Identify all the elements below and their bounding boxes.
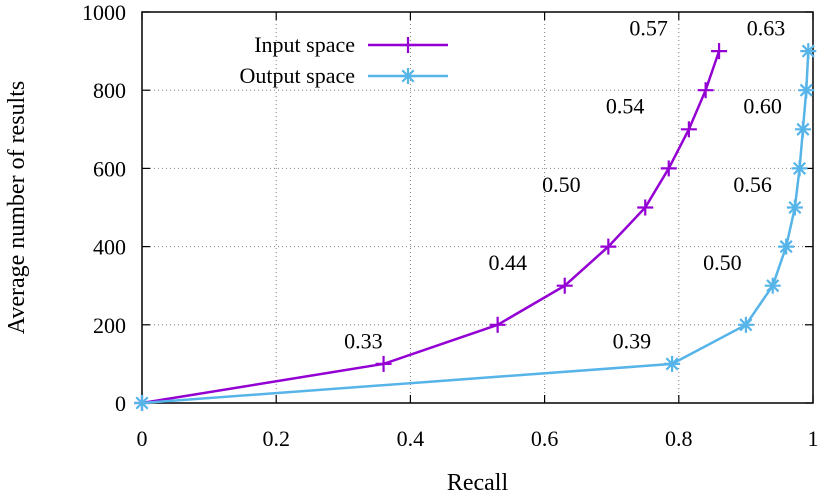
asterisk-marker <box>800 43 817 60</box>
plus-marker <box>600 238 617 255</box>
asterisk-marker <box>134 395 150 411</box>
recall-annotation: 0.63 <box>747 15 786 40</box>
recall-annotation: 0.39 <box>613 328 652 353</box>
y-tick-label: 200 <box>93 313 126 338</box>
plus-marker <box>375 355 392 372</box>
asterisk-marker <box>778 238 795 255</box>
x-tick-label: 0.6 <box>531 426 559 451</box>
y-tick-label: 0 <box>115 391 126 416</box>
plus-marker <box>400 37 416 53</box>
asterisk-marker <box>664 355 681 372</box>
recall-annotation: 0.54 <box>606 94 645 119</box>
recall-annotation: 0.60 <box>743 94 782 119</box>
asterisk-marker <box>798 82 815 99</box>
asterisk-marker <box>737 316 754 333</box>
plus-marker <box>697 82 714 99</box>
plus-marker <box>660 160 677 177</box>
x-tick-label: 0.2 <box>262 426 290 451</box>
legend-label: Input space <box>254 32 355 57</box>
legend-label: Output space <box>240 63 355 88</box>
asterisk-marker <box>791 160 808 177</box>
asterisk-marker <box>764 277 781 294</box>
input-space-line <box>141 50 721 405</box>
asterisk-marker <box>786 199 803 216</box>
plus-marker <box>637 199 654 216</box>
series-layer <box>134 43 817 411</box>
asterisk-marker <box>794 121 811 138</box>
legend-item-input-space: Input space <box>254 32 448 57</box>
input-space-series <box>134 43 728 411</box>
plot-frame <box>141 11 814 404</box>
output-space-series <box>134 43 817 411</box>
y-tick-label: 600 <box>93 156 126 181</box>
x-tick-label: 0.8 <box>665 426 693 451</box>
x-tick-label: 0 <box>137 426 148 451</box>
plus-marker <box>680 121 697 138</box>
recall-annotation: 0.50 <box>542 172 581 197</box>
axis-ticks: 0 0.2 0.4 0.6 0.8 1 0 200 400 600 800 1000 <box>82 0 819 451</box>
plus-marker <box>556 277 573 294</box>
y-axis-title: Average number of results <box>4 81 30 334</box>
x-axis-title: Recall <box>447 470 509 496</box>
y-tick-label: 800 <box>93 78 126 103</box>
plus-marker <box>489 316 506 333</box>
recall-annotation: 0.50 <box>703 250 742 275</box>
legend: Input space Output space <box>240 32 448 88</box>
recall-annotation: 0.57 <box>629 15 668 40</box>
recall-annotation: 0.33 <box>344 328 383 353</box>
output-space-line <box>141 51 810 405</box>
asterisk-marker <box>400 68 416 84</box>
recall-annotation: 0.56 <box>733 172 772 197</box>
annotations: 0.33 0.44 0.50 0.54 0.57 0.39 0.50 0.56 0.60 0.63 <box>344 15 785 353</box>
x-tick-label: 0.4 <box>397 426 425 451</box>
y-tick-label: 400 <box>93 235 126 260</box>
legend-item-output-space: Output space <box>240 63 448 88</box>
recall-annotation: 0.44 <box>488 250 527 275</box>
plus-marker <box>711 43 728 60</box>
x-tick-label: 1 <box>808 426 819 451</box>
y-tick-label: 1000 <box>82 0 126 25</box>
